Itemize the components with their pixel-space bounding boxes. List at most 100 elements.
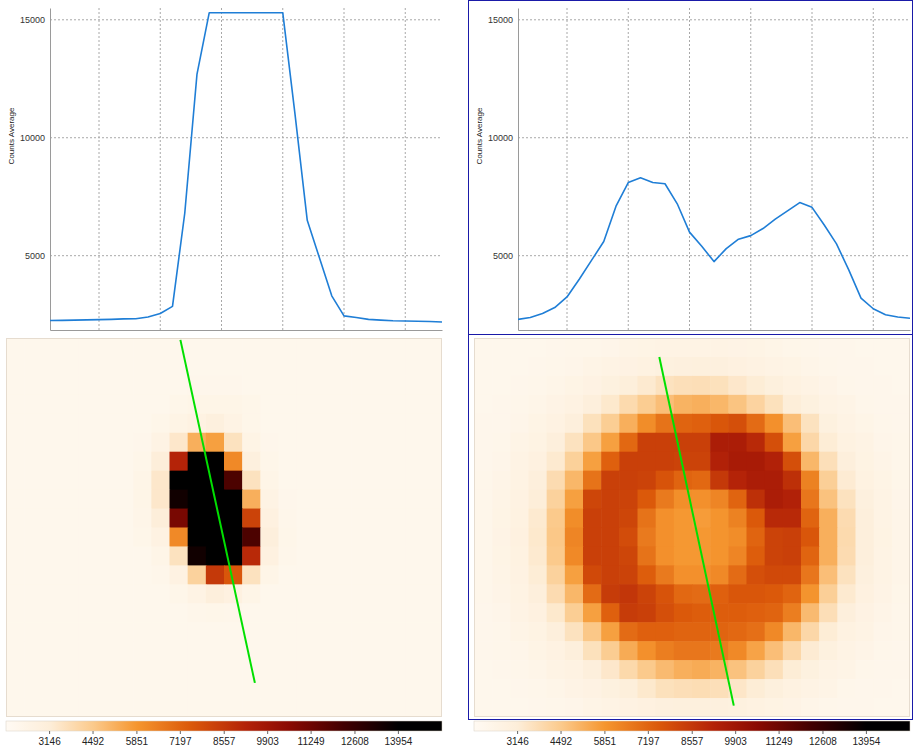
heatmap-cell (151, 433, 170, 453)
heatmap-cell (728, 546, 747, 566)
heatmap-cell (279, 679, 298, 699)
heatmap-cell (510, 546, 529, 566)
heatmap-cell (692, 698, 711, 717)
heatmap-cell (279, 698, 298, 717)
heatmap-cell (674, 509, 693, 529)
heatmap-cell (6, 641, 25, 661)
colorbar-scale (6, 721, 442, 731)
colorbar-tick (267, 731, 268, 734)
heatmap-cell (279, 376, 298, 396)
heatmap-cell (674, 603, 693, 623)
heatmap-cell (79, 603, 98, 623)
heatmap-cell (170, 528, 189, 548)
grid (50, 8, 442, 330)
heatmap-cell (224, 679, 243, 699)
heatmap-cell (837, 471, 856, 491)
y-tick: 15000 (488, 15, 518, 25)
heatmap-cell (297, 565, 316, 585)
y-tick: 10000 (20, 133, 50, 143)
heatmap-cell (874, 471, 893, 491)
heatmap-cell (892, 698, 910, 717)
heatmap-cell (856, 357, 875, 377)
heatmap-cell (260, 433, 279, 453)
y-tick: 10000 (488, 133, 518, 143)
heatmap-cell (601, 622, 620, 642)
heatmap-cell (765, 338, 784, 358)
heatmap-cell (583, 565, 602, 585)
colorbar-label: 5851 (126, 736, 149, 747)
heatmap-cell (188, 490, 207, 510)
heatmap-cell (837, 338, 856, 358)
heatmap-cell (856, 338, 875, 358)
heatmap-cell (656, 679, 675, 699)
heatmap-cell (529, 433, 548, 453)
heatmap-cell (315, 452, 334, 472)
heatmap-cell (565, 603, 584, 623)
heatmap-cell (710, 698, 729, 717)
tick-label: 10000 (488, 133, 513, 143)
grid-line (567, 8, 568, 330)
heatmap-cell (115, 584, 134, 604)
heatmap-cell (728, 603, 747, 623)
heatmap-cell (115, 546, 134, 566)
heatmap-cell (801, 546, 820, 566)
heatmap-cell (529, 452, 548, 472)
heatmap-cell (874, 546, 893, 566)
heatmap-cell (583, 452, 602, 472)
heatmap-cell (79, 660, 98, 680)
heatmap-cell (565, 395, 584, 415)
heatmap-cell (529, 528, 548, 548)
heatmap-cell (529, 490, 548, 510)
heatmap-cell (674, 376, 693, 396)
heatmap-cell (61, 603, 80, 623)
heatmap-cell (133, 660, 152, 680)
heatmap-cell (492, 395, 511, 415)
heatmap-cell (638, 338, 657, 358)
heatmap-cell (260, 603, 279, 623)
heatmap-cell (351, 414, 370, 434)
heatmap-cell (783, 641, 802, 661)
heatmap-cell (710, 641, 729, 661)
heatmap-cell (765, 565, 784, 585)
grid-line (99, 8, 100, 330)
heatmap-cell (874, 622, 893, 642)
heatmap-cell (369, 660, 388, 680)
heatmap-cell (710, 565, 729, 585)
heatmap-cell (315, 490, 334, 510)
y-tick: 5000 (493, 251, 518, 261)
heatmap-cell (583, 395, 602, 415)
heatmap-cell (747, 641, 766, 661)
heatmap-cell (297, 376, 316, 396)
heatmap-cell (315, 622, 334, 642)
heatmap-cell (674, 546, 693, 566)
heatmap-cell (351, 471, 370, 491)
heatmap-cell (97, 509, 116, 529)
heatmap-cell (297, 395, 316, 415)
heatmap-cell (79, 357, 98, 377)
heatmap-cell (819, 546, 838, 566)
heatmap-cell (638, 471, 657, 491)
heatmap-cell (492, 357, 511, 377)
heatmap-cell (728, 565, 747, 585)
heatmap-cell (61, 584, 80, 604)
heatmap-cell (492, 528, 511, 548)
heatmap-cell (42, 679, 61, 699)
heatmap-cell (297, 509, 316, 529)
heatmap-cell (892, 376, 910, 396)
heatmap-cell (79, 698, 98, 717)
heatmap-cell (206, 698, 225, 717)
heatmap-cell (728, 414, 747, 434)
heatmap-cell (692, 603, 711, 623)
heatmap-cell (747, 565, 766, 585)
heatmap-cell (819, 490, 838, 510)
heatmap-cell (351, 338, 370, 358)
heatmap-cell (547, 584, 566, 604)
heatmap-cell (492, 452, 511, 472)
heatmap-cell (710, 452, 729, 472)
heatmap-cell (801, 452, 820, 472)
heatmap-cell (601, 433, 620, 453)
heatmap-cell (783, 471, 802, 491)
heatmap-cell (133, 603, 152, 623)
heatmap-cell (474, 698, 493, 717)
heatmap-cell (856, 414, 875, 434)
